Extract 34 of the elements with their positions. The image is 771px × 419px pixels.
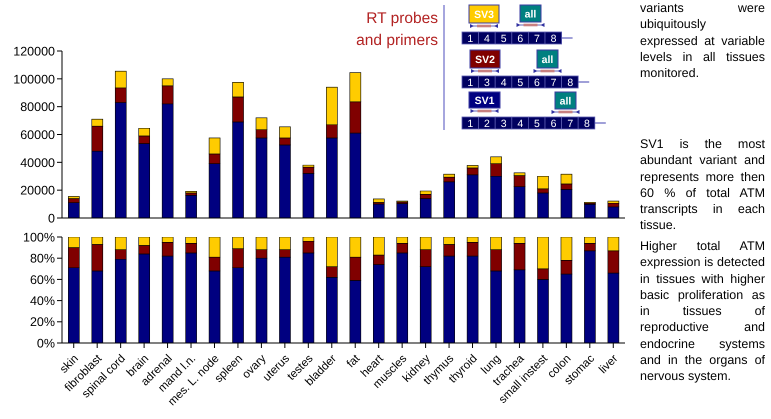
y-tick-label: 120000 bbox=[13, 44, 56, 58]
annotation: all bbox=[542, 54, 554, 66]
annotation: all bbox=[560, 96, 572, 108]
bar bbox=[372, 198, 385, 203]
x-tick-label: fat bbox=[344, 352, 364, 370]
y-tick-label: 0% bbox=[36, 336, 55, 350]
y-tick-label: 60% bbox=[30, 272, 55, 287]
annotation: SV1 bbox=[474, 95, 495, 107]
y-tick-label: 40% bbox=[30, 294, 55, 308]
text: SV1 is the most abundant variant and represents more then 60 % of total ATM transcripts in each tissue. bbox=[640, 136, 765, 234]
text: Higher total ATM expression is detected in tissues with higher basic proliferation as in tissues of reproductive and endocrine systems and in the organs of nervous system. bbox=[640, 239, 765, 384]
y-tick-label: 60000 bbox=[20, 128, 56, 142]
bar bbox=[420, 190, 432, 195]
bar bbox=[608, 200, 620, 204]
text: all bbox=[524, 8, 536, 20]
bar bbox=[68, 196, 80, 199]
bar bbox=[537, 176, 549, 190]
y-tick-label: 0 bbox=[48, 211, 56, 226]
bar bbox=[443, 174, 455, 178]
text: variants were ubiquitously expressed at variable levels in all tissues monitored. bbox=[640, 0, 765, 82]
text: RT probes and primers bbox=[355, 9, 438, 51]
x-tick-label: liver bbox=[597, 352, 621, 376]
annotation: SV2 bbox=[475, 54, 496, 66]
y-tick-label: 40000 bbox=[20, 156, 56, 170]
y-tick-label: 100000 bbox=[13, 72, 56, 86]
text: SV3 bbox=[474, 9, 494, 21]
y-tick-label: 20000 bbox=[20, 184, 56, 198]
y-tick-label: 80000 bbox=[20, 100, 56, 114]
text: 1 4 5 6 7 8 bbox=[467, 33, 557, 45]
y-tick-label: 100% bbox=[23, 230, 55, 244]
annotation: 1 2 3 4 5 6 7 8 bbox=[467, 118, 590, 130]
annotation: 1 3 4 5 6 7 8 bbox=[467, 77, 574, 89]
y-tick-label: 80% bbox=[30, 252, 55, 266]
y-tick-label: 20% bbox=[30, 315, 55, 330]
